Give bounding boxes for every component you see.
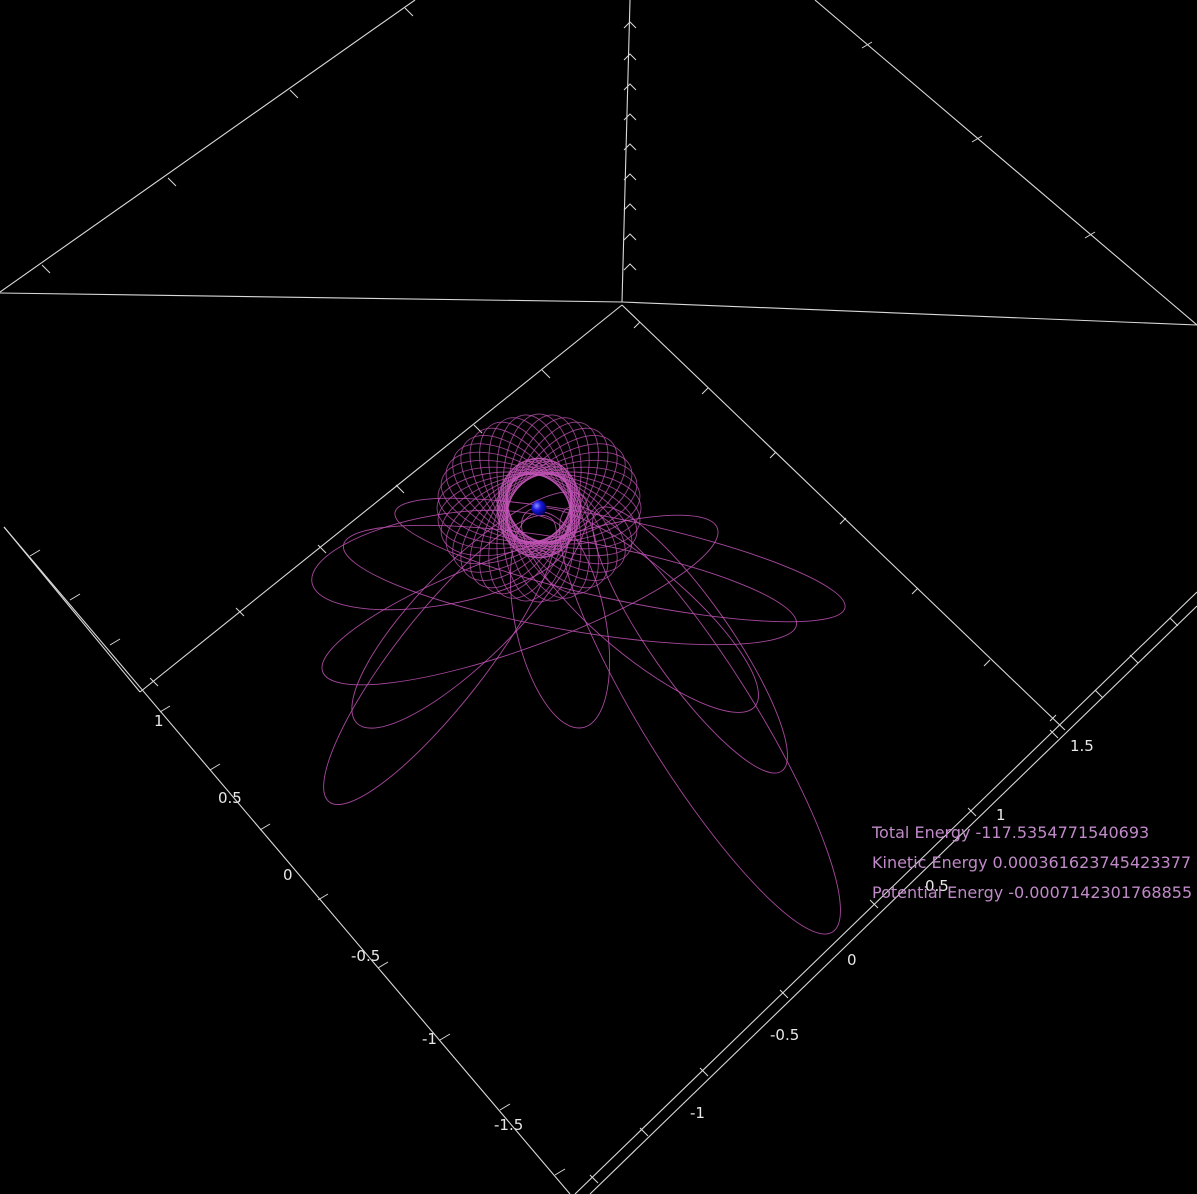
energy-readout: Total Energy -117.5354771540693 Kinetic E… [872,818,1197,908]
floor-edge-right-outer-2 [589,605,1197,1194]
orbit-trail-loop [496,471,642,545]
total-energy-value: -117.5354771540693 [975,823,1150,842]
x-tick-label: -0.5 [770,1026,799,1044]
tick-marks-upper-left [41,7,414,274]
orbit-trail-loop [394,497,846,623]
box-edge-back-left-upper [0,0,416,293]
orbit-trail-loop [311,509,569,611]
planet-sphere[interactable] [531,500,547,516]
orbit-trail-loop [488,459,571,599]
orbit-trail-loop [506,421,599,556]
orbit-trail-loop [436,471,582,545]
y-tick-label: -1 [422,1030,437,1048]
axes-box-back [0,0,1197,326]
orbit-trail-loop [437,466,582,543]
tick-marks-upper-right [861,41,1096,239]
tick-marks-floor-right-outer [589,617,1179,1184]
orbit-trail-loop [559,505,841,935]
x-tick-label: 1.5 [1070,737,1094,755]
box-edge-back-left [0,292,623,303]
x-tick-label: 0 [847,951,857,969]
potential-energy-label: Potential Energy [872,883,1004,902]
box-edge-back-right-upper [814,0,1197,326]
orbit-trail-loop [507,417,590,557]
orbit-trail-loop [504,427,609,553]
axis-ticks [29,7,1179,1184]
orbit-trail-loop [497,459,638,543]
orbit-trail-loop [521,507,759,713]
tick-marks-vertical [623,21,637,271]
tick-marks-floor-right-inner [633,321,1057,722]
bodies [531,500,572,531]
box-edge-back-right [621,301,1197,326]
total-energy-label: Total Energy [872,823,971,842]
orbit-trails [311,413,846,935]
orbit-trail-loop [502,435,618,550]
tick-marks-floor-left-inner [149,369,551,687]
floor-edge-left-inner [139,304,623,693]
potential-energy-line: Potential Energy -0.0007142301768855 [872,878,1197,908]
kinetic-energy-line: Kinetic Energy 0.000361623745423377 [872,848,1197,878]
moon-sphere[interactable] [566,525,572,531]
kinetic-energy-value: 0.000361623745423377 [992,853,1192,872]
x-tick-label: 0.5 [925,877,949,895]
x-tick-label: 1 [996,806,1006,824]
floor-edge-right-outer [574,591,1197,1194]
y-tick-label: 1 [154,712,164,730]
y-tick-label: 0.5 [218,789,242,807]
orbit-trail-loop [323,515,557,805]
y-tick-label: -1.5 [494,1116,523,1134]
orbit-trail-loop [592,506,788,774]
floor-edge-right-inner [621,304,1066,731]
tick-labels: 1.5 1 0.5 0 -0.5 -1 1 0.5 0 -0.5 -1 -1.5 [154,712,1094,1134]
tick-marks-floor-left-outer [29,549,566,1176]
kinetic-energy-label: Kinetic Energy [872,853,988,872]
orbit-trail-loop [321,514,719,686]
y-tick-label: 0 [283,866,293,884]
y-tick-label: -0.5 [351,947,380,965]
orbit-trail-loop [502,413,576,559]
orbit-trail-loop [479,460,572,595]
orbit-trail-loop [351,491,589,729]
floor-edge-left-outer [3,526,571,1194]
orbit-trail-loop [496,414,573,559]
floor-edge-bottom-left [3,526,141,693]
orbit-trail-loop [500,443,626,547]
potential-energy-value: -0.0007142301768855 [1008,883,1193,902]
box-edge-vertical [621,0,631,303]
x-tick-label: -1 [690,1104,705,1122]
total-energy-line: Total Energy -117.5354771540693 [872,818,1197,848]
axes-box-floor [3,304,1197,1194]
